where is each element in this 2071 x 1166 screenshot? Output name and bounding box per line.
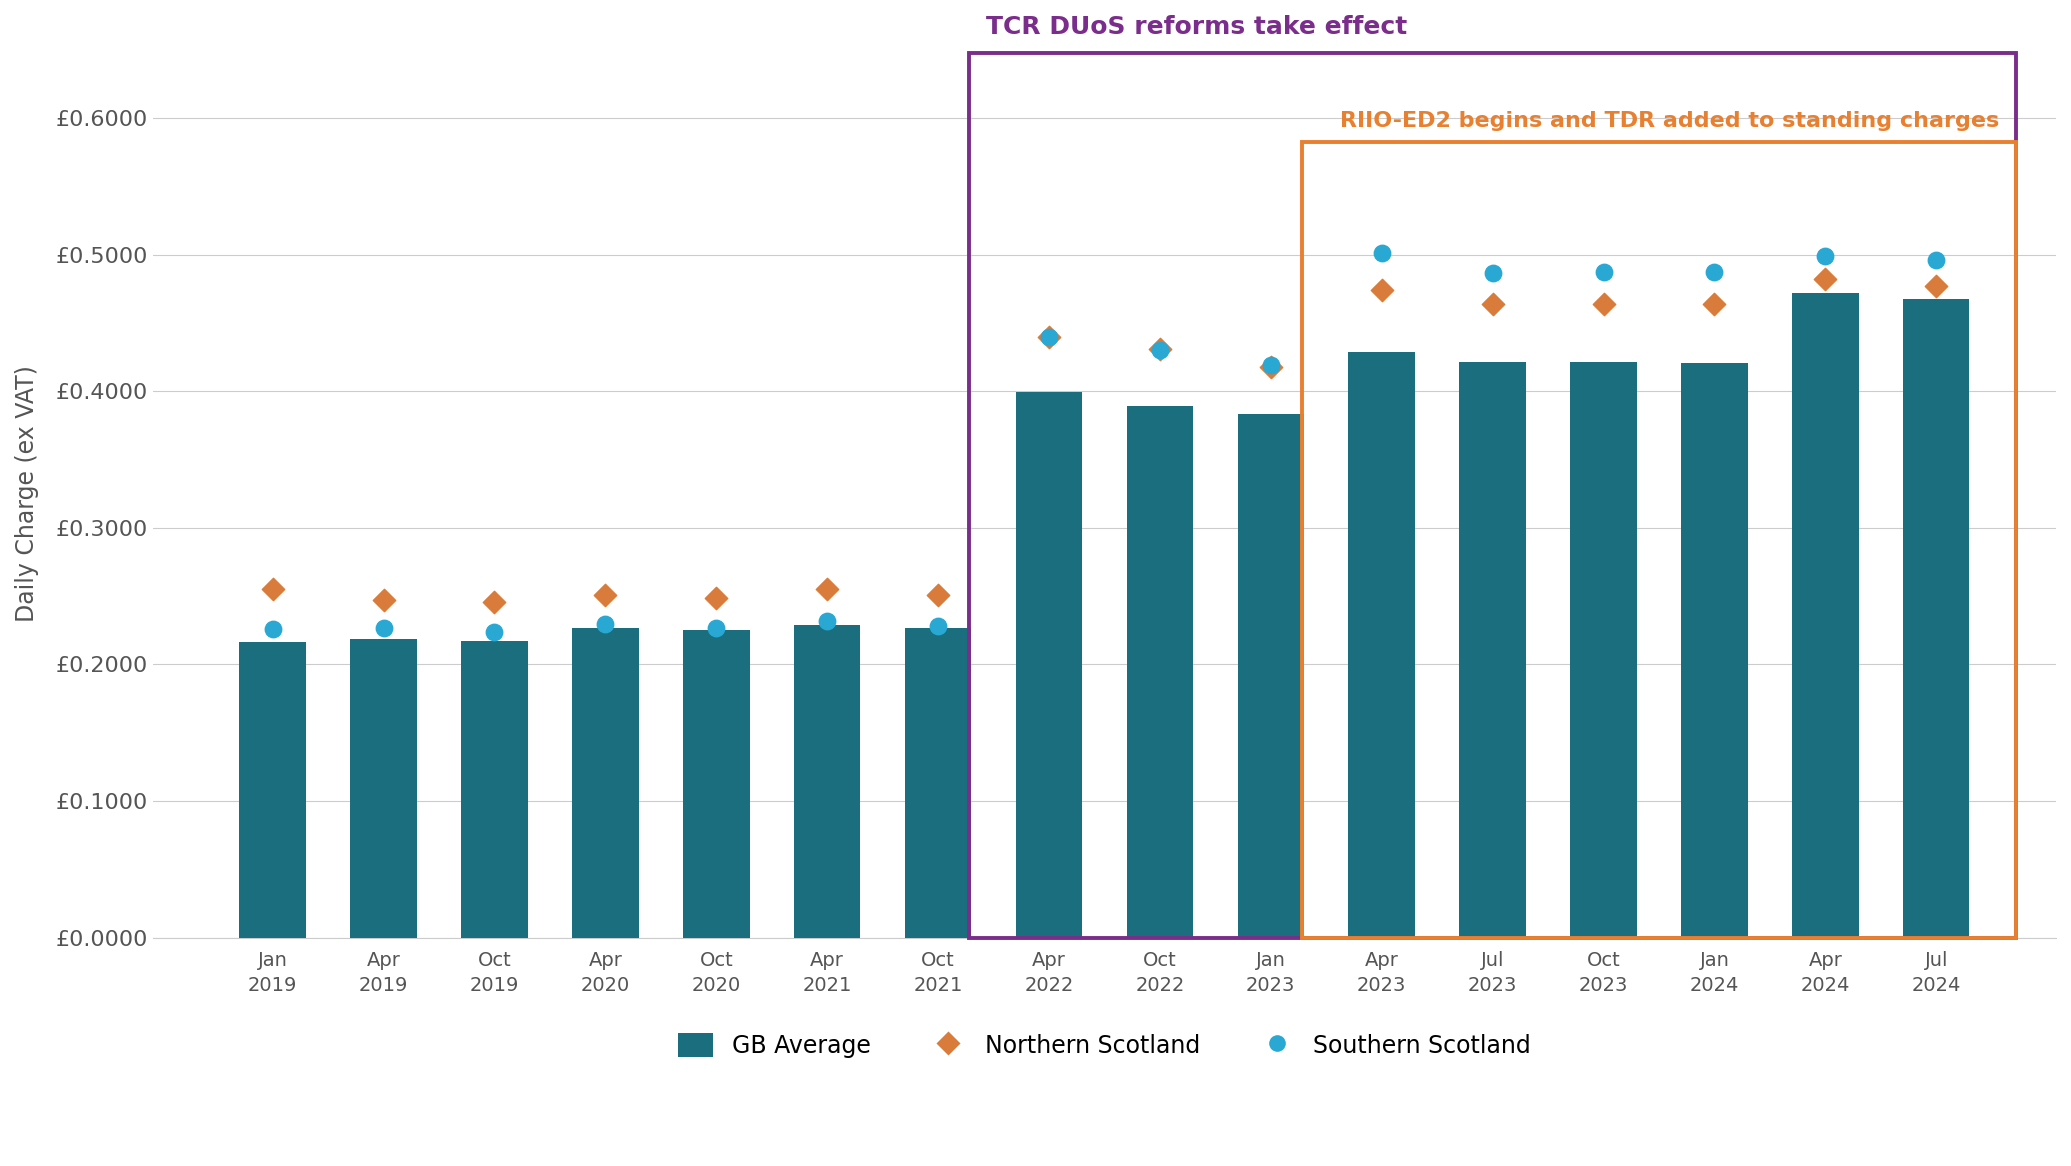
Y-axis label: Daily Charge (ex VAT): Daily Charge (ex VAT) bbox=[14, 365, 39, 623]
Point bbox=[1586, 295, 1620, 314]
Point bbox=[1255, 358, 1288, 377]
Point bbox=[1808, 271, 1841, 289]
Bar bbox=[1127, 406, 1193, 937]
Text: TCR DUoS reforms take effect: TCR DUoS reforms take effect bbox=[986, 15, 1406, 40]
Point bbox=[1477, 264, 1510, 282]
Legend: GB Average, Northern Scotland, Southern Scotland: GB Average, Northern Scotland, Southern … bbox=[669, 1024, 1541, 1068]
Point bbox=[1808, 247, 1841, 266]
Point bbox=[478, 623, 512, 641]
Point bbox=[1033, 328, 1067, 346]
Bar bbox=[462, 640, 528, 937]
Bar bbox=[1570, 361, 1636, 937]
Point bbox=[257, 580, 290, 598]
Point bbox=[1365, 244, 1398, 262]
Point bbox=[700, 618, 733, 637]
Bar bbox=[683, 630, 750, 937]
Bar bbox=[1238, 414, 1305, 937]
Point bbox=[588, 585, 621, 604]
Point bbox=[922, 585, 955, 604]
Point bbox=[1698, 262, 1731, 281]
Point bbox=[1143, 339, 1176, 358]
Point bbox=[1698, 295, 1731, 314]
Bar bbox=[240, 642, 307, 937]
Bar bbox=[572, 628, 638, 937]
Bar bbox=[1791, 293, 1858, 937]
Point bbox=[1365, 281, 1398, 300]
Bar bbox=[793, 625, 859, 937]
Point bbox=[1477, 295, 1510, 314]
Point bbox=[922, 616, 955, 634]
Point bbox=[700, 588, 733, 606]
Point bbox=[1033, 328, 1067, 346]
Bar bbox=[1348, 352, 1414, 937]
Point bbox=[367, 591, 400, 610]
Point bbox=[367, 619, 400, 638]
Point bbox=[478, 592, 512, 611]
Point bbox=[257, 619, 290, 638]
Point bbox=[1255, 356, 1288, 374]
Point bbox=[1586, 262, 1620, 281]
Point bbox=[1143, 342, 1176, 360]
Point bbox=[588, 614, 621, 633]
Bar bbox=[905, 628, 971, 937]
Text: RIIO-ED2 begins and TDR added to standing charges: RIIO-ED2 begins and TDR added to standin… bbox=[1340, 111, 1999, 131]
Point bbox=[1920, 276, 1953, 295]
Bar bbox=[350, 639, 416, 937]
Point bbox=[810, 580, 843, 598]
Bar bbox=[1682, 364, 1748, 937]
Bar bbox=[1015, 392, 1083, 937]
Bar bbox=[1903, 298, 1970, 937]
Bar bbox=[1460, 361, 1526, 937]
Point bbox=[1920, 251, 1953, 269]
Point bbox=[810, 611, 843, 630]
